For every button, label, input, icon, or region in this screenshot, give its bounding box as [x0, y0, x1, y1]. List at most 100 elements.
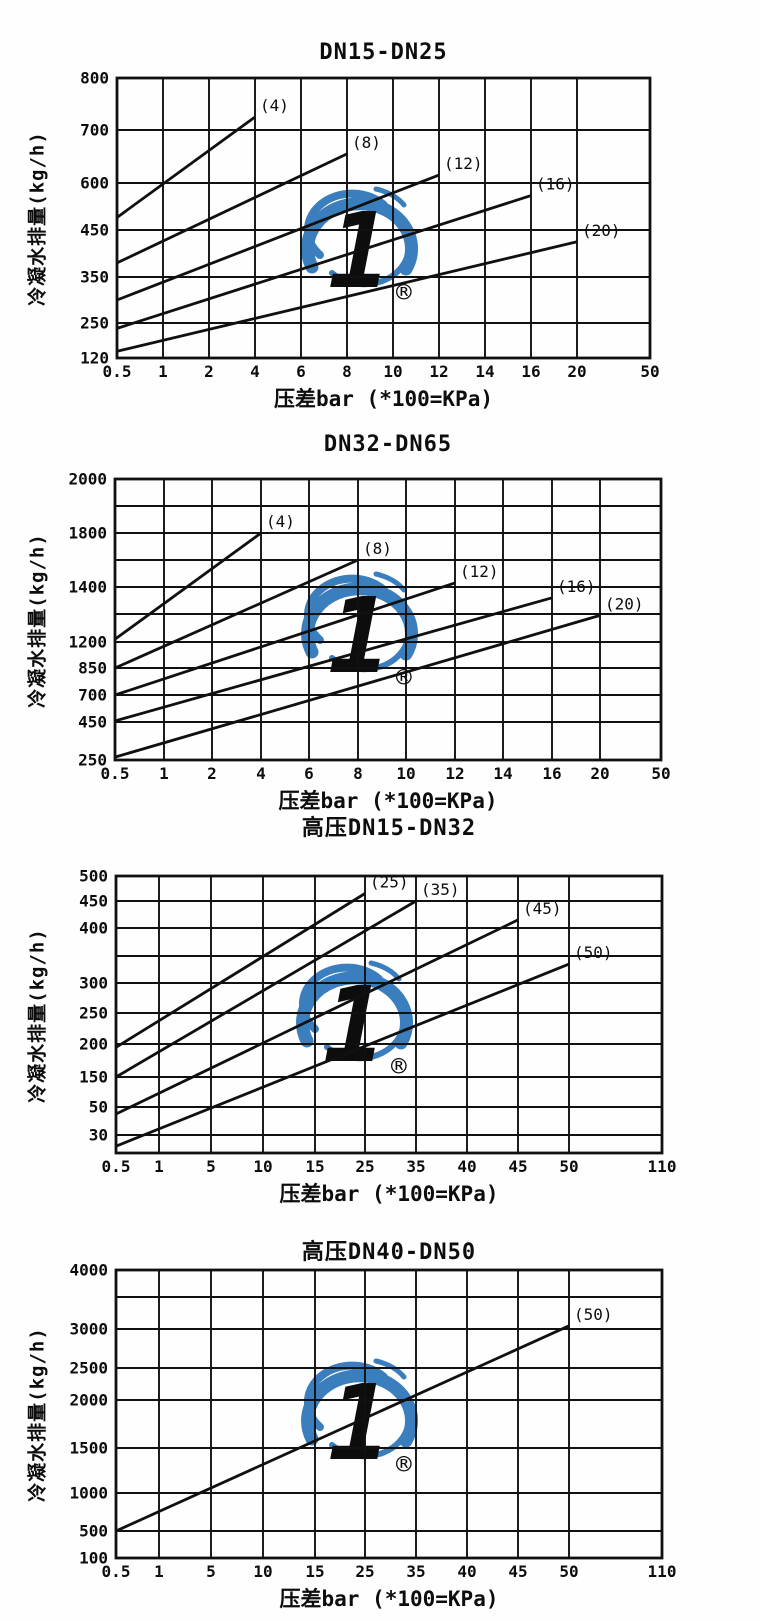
x-tick-label: 5 — [206, 1562, 216, 1581]
series-label: (4) — [260, 96, 289, 115]
series-label: (16) — [557, 577, 596, 596]
x-tick-label: 10 — [383, 362, 402, 381]
series-label: (20) — [582, 221, 621, 240]
y-tick-label: 450 — [78, 713, 107, 732]
chart-title-dn32-dn65: DN32-DN65 — [323, 432, 453, 457]
y-tick-label: 50 — [89, 1098, 108, 1117]
y-tick-label: 1500 — [69, 1439, 108, 1458]
chart-plot-0: (4)(8)(12)(16)(20)0.5 1 2 4 6 8 10 12 14 16 20 5080… — [80, 69, 660, 382]
x-tick-label: 0.5 — [102, 1562, 131, 1581]
x-tick-label: 16 — [542, 764, 561, 783]
x-tick-label: 4 — [250, 362, 260, 381]
data-line — [114, 581, 456, 697]
x-tick-label: 15 — [305, 1562, 324, 1581]
x-tick-label: 1 — [158, 362, 168, 381]
y-tick-label: 450 — [80, 221, 109, 240]
data-line — [116, 194, 532, 330]
chart-title-dn15-dn25: DN15-DN25 — [319, 40, 448, 65]
y-tick-label: 1000 — [69, 1484, 108, 1503]
x-tick-label: 50 — [640, 362, 659, 381]
data-line — [115, 962, 570, 1148]
x-tick-label: 10 — [253, 1562, 272, 1581]
y-tick-label: 250 — [80, 314, 109, 333]
data-line — [116, 240, 578, 353]
data-line — [114, 558, 359, 670]
x-tick-label: 0.5 — [103, 362, 132, 381]
brand-logo-watermark — [308, 574, 412, 697]
series-label: (12) — [444, 154, 483, 173]
series-label: (50) — [574, 1305, 613, 1324]
y-tick-label: 400 — [79, 919, 108, 938]
x-tick-label: 50 — [651, 764, 670, 783]
series-label: (25) — [370, 873, 409, 892]
plot-border — [114, 1268, 664, 1560]
x-tick-label: 8 — [342, 362, 352, 381]
x-tick-label: 2 — [204, 362, 214, 381]
series-label: (35) — [421, 880, 460, 899]
y-axis-title-condensate-discharge: 冷凝水排量(kg/h) — [26, 131, 49, 306]
x-tick-label: 1 — [154, 1562, 164, 1581]
data-line — [114, 596, 553, 723]
x-tick-label: 20 — [567, 362, 586, 381]
series-label: (4) — [266, 512, 295, 531]
x-tick-label: 6 — [304, 764, 314, 783]
series-label: (20) — [605, 594, 644, 613]
x-tick-label: 10 — [253, 1157, 272, 1176]
x-tick-label: 50 — [559, 1562, 578, 1581]
y-tick-label: 300 — [79, 974, 108, 993]
x-tick-label: 25 — [355, 1562, 374, 1581]
x-axis-title-pressure-diff: 压差bar (*100=KPa) — [279, 1587, 499, 1611]
y-tick-label: 150 — [79, 1068, 108, 1087]
chart-title-highpressure-dn40-dn50: 高压DN40-DN50 — [301, 1240, 477, 1265]
x-tick-label: 35 — [406, 1562, 425, 1581]
x-tick-label: 1 — [159, 764, 169, 783]
y-tick-label: 120 — [80, 349, 109, 368]
x-tick-label: 20 — [590, 764, 609, 783]
x-tick-label: 12 — [445, 764, 464, 783]
data-line — [114, 614, 601, 759]
y-tick-label: 500 — [79, 867, 108, 886]
x-tick-label: 16 — [521, 362, 540, 381]
x-tick-label: 110 — [648, 1562, 677, 1581]
y-tick-label: 500 — [79, 1522, 108, 1541]
chart-plot-3: (50)0.5 1 5 10 15 25 35 40 45 50 11040003000250020… — [69, 1261, 676, 1582]
y-tick-label: 200 — [79, 1035, 108, 1054]
series-label: (8) — [363, 539, 392, 558]
y-tick-label: 2000 — [69, 1391, 108, 1410]
series-label: (12) — [460, 562, 499, 581]
y-tick-label: 1400 — [68, 578, 107, 597]
x-axis-title-pressure-diff: 压差bar (*100=KPa) — [278, 789, 498, 813]
y-axis-title-condensate-discharge: 冷凝水排量(kg/h) — [26, 1327, 49, 1502]
y-tick-label: 3000 — [69, 1320, 108, 1339]
y-tick-label: 100 — [79, 1549, 108, 1568]
chart-plot-2: (25) (35)(45)(50)0.5 1 5 10 15 25 35 40 45 50 11050… — [79, 867, 676, 1177]
x-tick-label: 50 — [559, 1157, 578, 1176]
data-line — [115, 918, 519, 1116]
y-tick-label: 250 — [79, 1004, 108, 1023]
x-tick-label: 14 — [475, 362, 494, 381]
x-tick-label: 4 — [256, 764, 266, 783]
x-tick-label: 45 — [508, 1157, 527, 1176]
data-line — [116, 152, 348, 265]
series-label: (16) — [536, 175, 575, 194]
data-line — [115, 899, 417, 1079]
plot-border — [113, 477, 663, 762]
y-tick-label: 4000 — [69, 1261, 108, 1280]
x-tick-label: 110 — [648, 1157, 677, 1176]
plot-border — [115, 76, 652, 360]
chart-title-highpressure-dn15-dn32: 高压DN15-DN32 — [301, 816, 477, 841]
y-axis-title-condensate-discharge: 冷凝水排量(kg/h) — [26, 927, 49, 1103]
y-tick-label: 1200 — [68, 633, 107, 652]
data-line — [115, 1324, 570, 1533]
y-tick-label: 350 — [80, 268, 109, 287]
x-tick-label: 15 — [305, 1157, 324, 1176]
y-axis-title-condensate-discharge: 冷凝水排量(kg/h) — [26, 532, 49, 708]
y-tick-label: 450 — [79, 892, 108, 911]
data-line — [115, 892, 366, 1049]
data-line — [114, 531, 262, 641]
series-label: (8) — [352, 133, 381, 152]
x-tick-label: 14 — [493, 764, 512, 783]
x-tick-label: 8 — [353, 764, 363, 783]
y-tick-label: 700 — [80, 121, 109, 140]
